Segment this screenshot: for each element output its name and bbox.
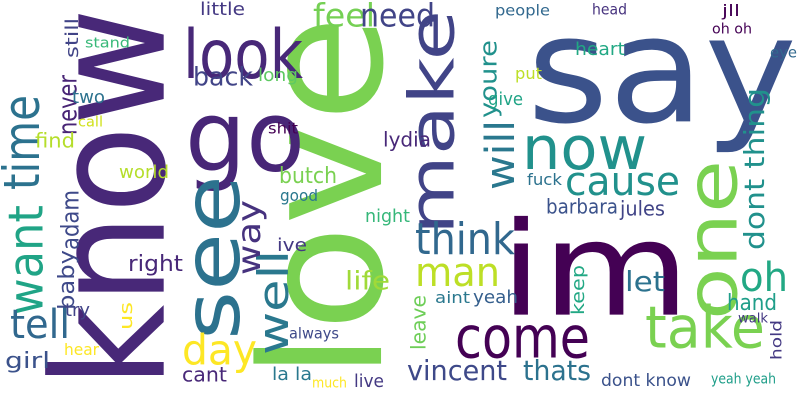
cloud-word-give: give <box>488 89 523 110</box>
cloud-word-walk: walk <box>738 312 768 327</box>
cloud-word-keep: keep <box>568 265 589 315</box>
cloud-word-hear: hear <box>64 340 99 359</box>
cloud-word-eye: eye <box>770 43 797 61</box>
cloud-word-live: live <box>354 371 384 392</box>
cloud-word-heart: heart <box>575 39 625 60</box>
cloud-word-thats: thats <box>523 354 591 387</box>
cloud-word-dont-thing: dont thing <box>738 88 771 250</box>
cloud-word-cant: cant <box>182 362 227 386</box>
cloud-word-much: much <box>312 375 347 391</box>
cloud-word-find: find <box>35 128 75 152</box>
cloud-word-want: want <box>0 205 54 315</box>
cloud-word-oh-oh: oh oh <box>712 21 752 37</box>
cloud-word-still: still <box>62 18 83 58</box>
cloud-word-hold: hold <box>768 320 786 360</box>
cloud-word-night: night <box>365 206 410 227</box>
cloud-word-jules: jules <box>619 196 665 220</box>
cloud-word-girl: girl <box>5 349 50 374</box>
cloud-word-yeah-yeah: yeah yeah <box>711 371 776 387</box>
cloud-word-right: right <box>128 252 183 277</box>
cloud-word-people: people <box>495 1 550 19</box>
cloud-word-barbara: barbara <box>546 194 618 218</box>
cloud-word-dont-know: dont know <box>601 371 691 391</box>
cloud-word-will: will <box>478 120 524 190</box>
cloud-word-back: back <box>193 62 253 92</box>
cloud-word-way: way <box>230 200 268 275</box>
cloud-word-put: put <box>515 64 542 83</box>
cloud-word-la-la: la la <box>272 364 312 385</box>
cloud-word-fuck: fuck <box>527 170 563 189</box>
cloud-word-ive: ive <box>277 235 307 256</box>
cloud-word-stand: stand <box>85 35 130 51</box>
cloud-word-leave: leave <box>407 295 431 350</box>
cloud-word-lydia: lydia <box>383 127 431 151</box>
cloud-word-us: us <box>116 302 137 330</box>
cloud-word-little: little <box>200 0 245 20</box>
cloud-word-head: head <box>592 0 627 18</box>
cloud-word-vincent: vincent <box>407 354 507 387</box>
cloud-word-call: call <box>78 114 103 130</box>
cloud-word-shit: shit <box>268 119 298 137</box>
cloud-word-yeah: yeah <box>473 287 518 308</box>
cloud-word-need: need <box>360 0 435 34</box>
cloud-word-always: always <box>289 324 339 342</box>
cloud-word-make: make <box>395 10 468 235</box>
cloud-word-world: world <box>119 162 169 183</box>
cloud-word-life: life <box>345 266 390 296</box>
cloud-word-let: let <box>625 265 665 298</box>
cloud-word-jll: jll <box>721 1 740 20</box>
cloud-word-good: good <box>280 186 318 205</box>
cloud-word-two: two <box>72 87 105 108</box>
cloud-word-adam: adam <box>57 190 85 250</box>
cloud-word-long: long <box>258 65 298 86</box>
cloud-word-try: try <box>65 300 90 321</box>
cloud-word-aint: aint <box>435 288 470 307</box>
